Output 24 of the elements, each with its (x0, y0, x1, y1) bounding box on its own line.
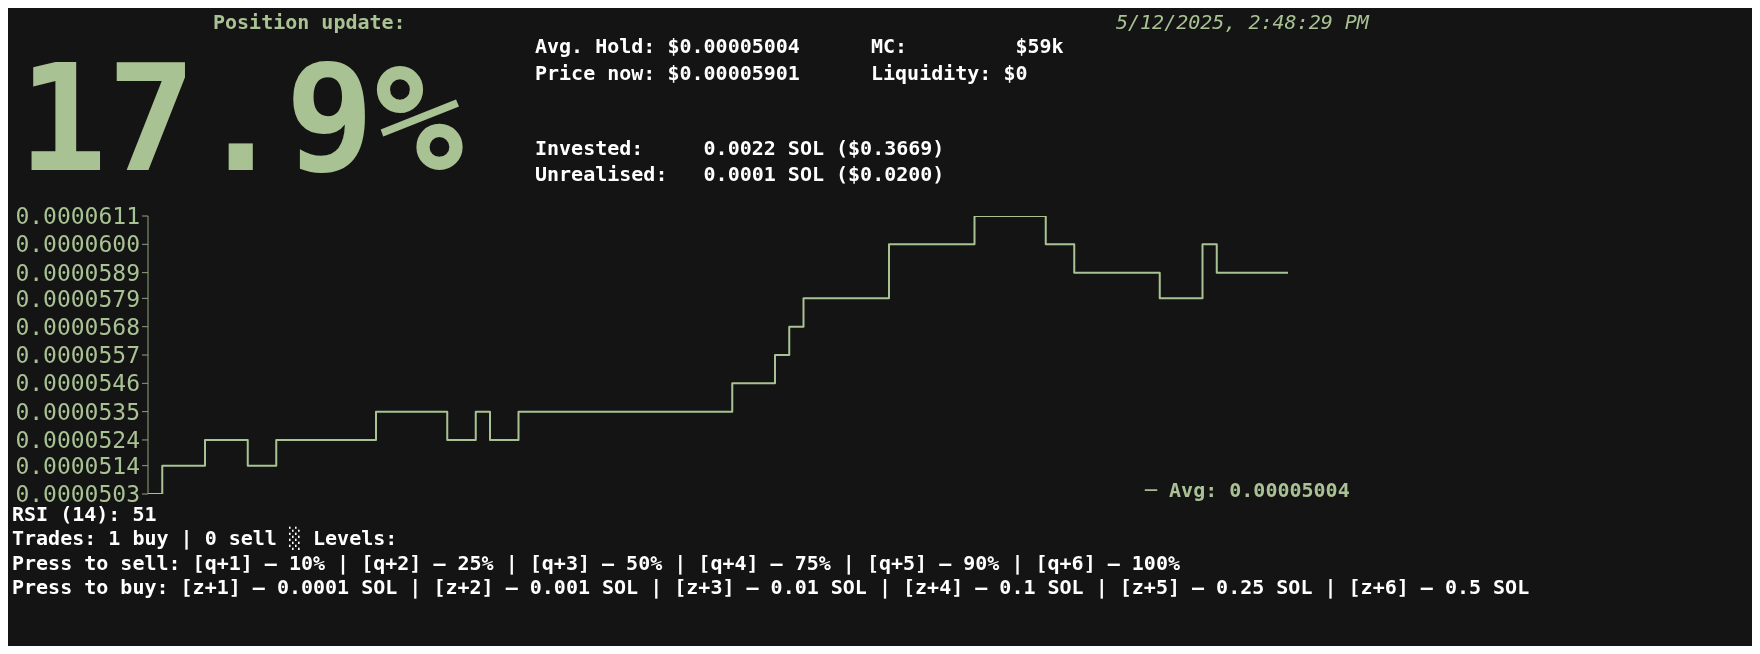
annotation: ─ Avg: 0.00005004 (1145, 478, 1350, 502)
y-tick-label: 0.0000600 (15, 231, 140, 258)
chart-subtitle: 5/12/2025, 2:48:29 PM (1116, 10, 1369, 34)
y-tick-label: 0.0000557 (15, 342, 140, 369)
y-tick-label: 0.0000535 (15, 398, 140, 425)
text: Press to buy: [z+1] – 0.0001 SOL | [z+2] – 0.001 SOL | [z+3] – 0.01 SOL | [z+4] – 0.1 SOL | [z+5] – 0.25 SOL | [z+6] – 0.5 SOL (12, 575, 1530, 599)
y-tick-label: 0.0000546 (15, 370, 140, 397)
text: Unrealised: 0.0001 SOL ($0.0200) (535, 162, 945, 186)
text: Invested: 0.0022 SOL ($0.3669) (535, 136, 945, 160)
text: Price now: $0.00005901 (535, 61, 800, 85)
y-tick-label: 0.0000524 (15, 427, 140, 454)
text: 17.9% (18, 33, 464, 205)
text: Liquidity: $0 (871, 61, 1028, 85)
text: Trades: 1 buy | 0 sell ░ Levels: (12, 526, 398, 550)
y-tick-label: 0.0000579 (15, 285, 140, 312)
chart-title: Position update: (213, 10, 406, 34)
y-tick-label: 0.0000568 (15, 313, 140, 340)
text: MC: $59k (871, 34, 1064, 58)
y-tick-label: 0.0000589 (15, 259, 140, 286)
y-tick-label: 0.0000611 (15, 203, 140, 230)
text: RSI (14): 51 (12, 502, 157, 526)
text: Avg. Hold: $0.00005004 (535, 34, 800, 58)
text: Press to sell: [q+1] – 10% | [q+2] – 25% | [q+3] – 50% | [q+4] – 75% | [q+5] – 90% | [q+6] – 100% (12, 551, 1180, 575)
y-tick-label: 0.0000514 (15, 452, 140, 479)
